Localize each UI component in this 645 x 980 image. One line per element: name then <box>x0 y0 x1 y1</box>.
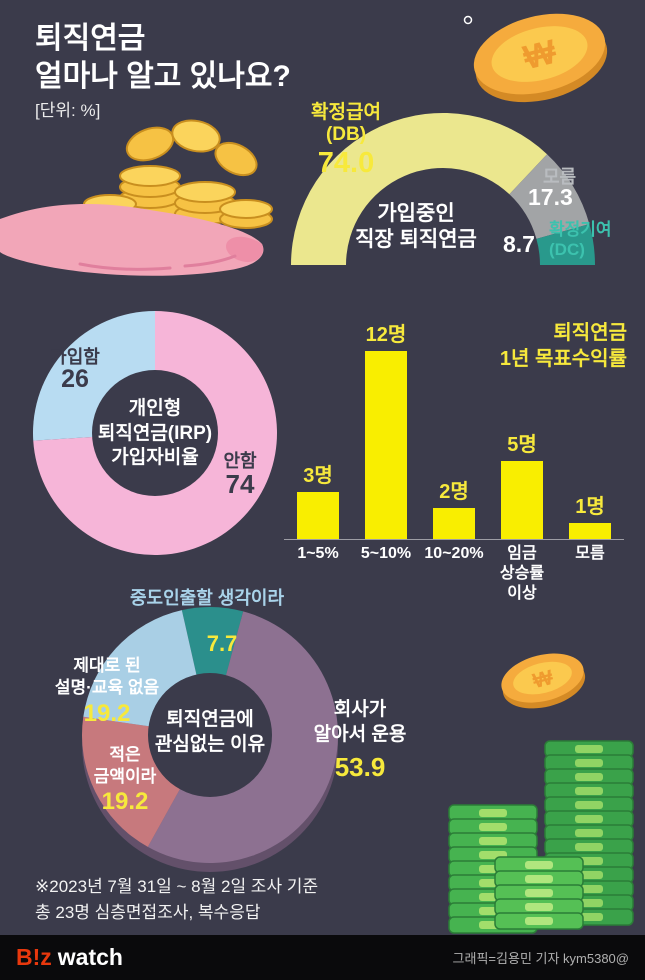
target-return-bar-chart: 3명 12명 2명 5명 1명 1~5% 5~10% 10~20 <box>284 318 624 618</box>
irp-chart-title: 개인형 퇴직연금(IRP) 가입자비율 <box>97 398 213 469</box>
survey-footnote: ※2023년 7월 31일 ~ 8월 2일 조사 기준 총 23명 심층면접조사… <box>35 877 319 922</box>
unit-note: [단위: %] <box>35 101 101 120</box>
bill-band <box>525 917 553 925</box>
gauge-chart-title: 가입중인 직장 퇴직연금 <box>355 202 477 252</box>
bar-value-label: 3명 <box>303 465 333 487</box>
x-axis-label: 10~20% <box>424 545 484 562</box>
bar <box>501 461 543 539</box>
bar <box>433 508 475 539</box>
bill-band <box>525 903 553 911</box>
pie-center-circle <box>148 673 272 797</box>
bar <box>569 523 611 539</box>
reasons-smallamount-label: 적은 금액이라 <box>93 745 157 787</box>
bar-value-label: 5명 <box>507 434 537 456</box>
bill-band <box>575 787 603 795</box>
pie-slice <box>291 113 548 266</box>
bizwatch-logo-biz: B!z <box>16 944 52 970</box>
bill-band <box>525 861 553 869</box>
bar-group: 2명 <box>420 475 488 539</box>
x-axis-label: 임금 상승률 이상 <box>499 545 545 602</box>
gauge-db-value: 74.0 <box>317 147 375 179</box>
irp-notjoined-value: 74 <box>225 469 255 499</box>
bill-band <box>575 773 603 781</box>
bar-value-label: 2명 <box>439 481 469 503</box>
x-axis-label: 모름 <box>575 545 605 562</box>
gauge-unknown-label: 모름 <box>543 167 577 187</box>
bar-group: 1명 <box>556 490 624 539</box>
bar-group: 5명 <box>488 428 556 539</box>
sparkle-icon <box>463 15 473 25</box>
gauge-db-label: 확정급여 (DB) <box>311 102 381 145</box>
bill-band <box>479 823 507 831</box>
pie-slice <box>509 154 590 239</box>
reasons-noexplain-value: 19.2 <box>83 700 131 727</box>
bar-group: 3명 <box>284 459 352 539</box>
irp-notjoined-label: 안함 <box>223 451 257 471</box>
page-title: 퇴직연금 얼마나 알고 있나요? <box>35 22 291 93</box>
bill-band <box>479 837 507 845</box>
irp-joined-label: 가입함 <box>50 347 100 367</box>
donut-hole <box>92 370 218 496</box>
gauge-unknown-value: 17.3 <box>528 184 573 210</box>
bill-band <box>575 745 603 753</box>
bill-band <box>575 829 603 837</box>
reasons-chart-title: 퇴직연금에 관심없는 이유 <box>154 709 266 755</box>
bill-band <box>525 889 553 897</box>
pie-slice <box>536 223 595 265</box>
bar-value-label: 1명 <box>575 496 605 518</box>
gauge-dc-value: 8.7 <box>503 231 535 257</box>
bill-band <box>575 759 603 767</box>
bill-band <box>479 809 507 817</box>
reasons-pie-chart <box>81 606 338 872</box>
bill-band <box>575 815 603 823</box>
irp-donut-chart <box>32 311 277 555</box>
bill-band <box>525 875 553 883</box>
bar <box>365 351 407 539</box>
footer-bar: B!z watch 그래픽=김용민 기자 kym5380@ <box>0 935 645 980</box>
reasons-withdraw-label: 중도인출할 생각이라 <box>130 588 285 608</box>
irp-joined-value: 26 <box>61 365 89 393</box>
bizwatch-logo-watch: watch <box>57 944 123 970</box>
money-stacks-illustration <box>448 740 634 934</box>
bill-band <box>575 801 603 809</box>
coin-illustration-top: ₩ <box>463 13 608 103</box>
x-axis-label: 1~5% <box>297 545 339 562</box>
x-axis-label: 5~10% <box>360 545 412 562</box>
bar-group: 12명 <box>352 318 420 539</box>
reasons-withdraw-value: 7.7 <box>206 631 238 656</box>
reasons-company-label: 회사가 알아서 운용 <box>313 699 407 745</box>
reasons-smallamount-value: 19.2 <box>101 788 149 815</box>
hand-coins-illustration <box>0 119 273 276</box>
pension-type-gauge-chart <box>291 113 595 266</box>
coin-illustration-small: ₩ <box>501 653 586 709</box>
bar-value-label: 12명 <box>365 324 407 346</box>
reasons-company-value: 53.9 <box>334 752 386 782</box>
gauge-dc-label: 확정기여 (DC) <box>549 220 612 260</box>
pie-slice <box>181 606 244 735</box>
graphic-credit: 그래픽=김용민 기자 kym5380@ <box>452 951 629 966</box>
bar-chart-plot-area: 3명 12명 2명 5명 1명 <box>284 318 624 540</box>
bar <box>297 492 339 539</box>
bar-chart-x-axis: 1~5% 5~10% 10~20% 임금 상승률 이상 모름 <box>284 544 624 604</box>
bar-chart-title: 퇴직연금 1년 목표수익률 <box>499 322 627 370</box>
reasons-noexplain-label: 제대로 된 설명·교육 없음 <box>54 656 160 698</box>
bill-band <box>575 843 603 851</box>
